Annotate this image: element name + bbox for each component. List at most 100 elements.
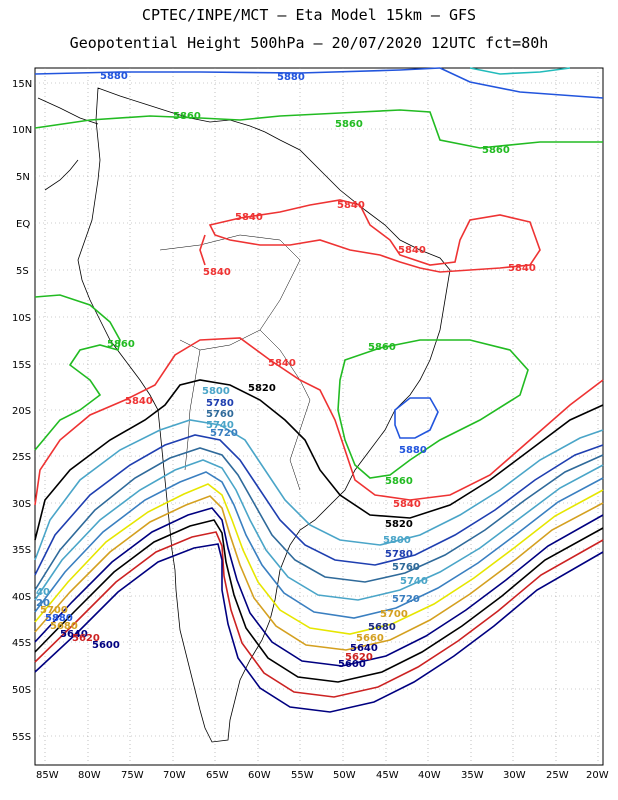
contour-5720 <box>34 471 604 619</box>
lat-label: EQ <box>16 219 30 230</box>
contour-label: 5640 <box>350 643 378 654</box>
map-title-line-2: Geopotential Height 500hPa – 20/07/2020 … <box>69 34 549 52</box>
contour-label: 5860 <box>335 119 363 130</box>
contour-5840-south <box>34 337 604 506</box>
contour-label: 5860 <box>368 342 396 353</box>
contour-label: 5700 <box>40 605 68 616</box>
lon-label: 55W <box>291 770 314 781</box>
contour-5860-west <box>34 294 121 451</box>
longitude-labels: 85W 80W 75W 70W 65W 60W 55W 50W 45W 40W … <box>36 770 609 781</box>
contour-label: 5660 <box>356 633 384 644</box>
contour-label: 5880 <box>45 613 73 624</box>
contour-label: 5840 <box>125 396 153 407</box>
contour-5600 <box>34 543 604 713</box>
contour-label: 5760 <box>206 409 234 420</box>
lon-label: 25W <box>546 770 569 781</box>
map-frame <box>34 67 604 766</box>
contour-5840-small <box>199 234 206 266</box>
contour-label: 5880 <box>100 71 128 82</box>
contour-label: 5600 <box>92 640 120 651</box>
contour-label: 5600 <box>338 659 366 670</box>
lat-label: 20S <box>12 406 31 417</box>
lat-label: 5N <box>16 172 30 183</box>
contour-label: 5820 <box>385 519 413 530</box>
country-borders <box>159 234 311 491</box>
contour-labels: 5880 5880 5860 5860 5860 5840 5840 5840 … <box>36 71 536 670</box>
contour-label: 5880 <box>399 445 427 456</box>
contour-5680 <box>34 495 604 651</box>
contour-label: 5840 <box>268 358 296 369</box>
contour-5860-southeast <box>337 339 529 479</box>
lon-label: 30W <box>503 770 526 781</box>
contour-5880-north <box>34 67 441 75</box>
lat-label: 15S <box>12 360 31 371</box>
contour-label: 5800 <box>383 535 411 546</box>
lon-label: 35W <box>461 770 484 781</box>
contour-5700 <box>34 483 604 635</box>
contour-5880-southeast <box>394 397 439 439</box>
lat-label: 10N <box>12 125 32 136</box>
lat-label: 30S <box>12 499 31 510</box>
lat-label: 10S <box>12 313 31 324</box>
contour-5880-northeast <box>439 67 604 99</box>
contour-label: 5740 <box>206 420 234 431</box>
contour-label: 5640 <box>60 629 88 640</box>
lon-label: 75W <box>121 770 144 781</box>
contour-label: 5840 <box>337 200 365 211</box>
contour-5760 <box>34 447 604 591</box>
contour-label: 5740 <box>400 576 428 587</box>
contour-label: 5880 <box>277 72 305 83</box>
contour-label: 20 <box>36 598 50 609</box>
lat-label: 15N <box>12 79 32 90</box>
contour-label: 40 <box>36 587 50 598</box>
lon-label: 80W <box>78 770 101 781</box>
contour-label: 5760 <box>392 562 420 573</box>
contour-label: 5860 <box>482 145 510 156</box>
contour-5840-equatorial <box>208 199 541 273</box>
contour-5640 <box>34 519 604 683</box>
lat-label: 55S <box>12 732 31 743</box>
contour-label: 5780 <box>206 398 234 409</box>
contour-5820 <box>34 379 604 541</box>
contour-label: 5840 <box>393 499 421 510</box>
contour-label: 5860 <box>107 339 135 350</box>
contour-label: 5840 <box>398 245 426 256</box>
lon-label: 85W <box>36 770 59 781</box>
lon-label: 50W <box>333 770 356 781</box>
lat-label: 5S <box>16 266 29 277</box>
contour-label: 5720 <box>210 428 238 439</box>
contour-label: 5840 <box>508 263 536 274</box>
contour-5800 <box>34 419 604 561</box>
contour-label: 5860 <box>173 111 201 122</box>
lon-label: 40W <box>418 770 441 781</box>
contour-5780 <box>34 434 604 576</box>
contour-label: 5780 <box>385 549 413 560</box>
contour-label: 5720 <box>392 594 420 605</box>
lon-label: 20W <box>586 770 609 781</box>
lat-label: 45S <box>12 638 31 649</box>
contour-5900 <box>469 67 571 75</box>
contour-label: 5680 <box>50 621 78 632</box>
contour-label: 5820 <box>248 383 276 394</box>
contour-5740 <box>34 459 604 601</box>
lon-label: 45W <box>376 770 399 781</box>
contour-5660 <box>34 507 604 667</box>
lat-label: 40S <box>12 592 31 603</box>
contour-label: 5840 <box>235 212 263 223</box>
contour-5860-north <box>34 109 603 149</box>
contour-label: 5700 <box>380 609 408 620</box>
lat-label: 35S <box>12 545 31 556</box>
contour-5620 <box>34 531 604 698</box>
contour-label: 5620 <box>72 633 100 644</box>
contour-lines <box>34 67 604 713</box>
lat-label: 25S <box>12 452 31 463</box>
contour-label: 5680 <box>368 622 396 633</box>
map-title-line-1: CPTEC/INPE/MCT – Eta Model 15km – GFS <box>141 6 477 24</box>
lon-label: 60W <box>248 770 271 781</box>
contour-label: 5840 <box>203 267 231 278</box>
latitude-labels: 15N 10N 5N EQ 5S 10S 15S 20S 25S 30S 35S… <box>12 79 32 743</box>
graticule <box>35 68 603 765</box>
contour-label: 5620 <box>345 652 373 663</box>
lat-label: 50S <box>12 685 31 696</box>
